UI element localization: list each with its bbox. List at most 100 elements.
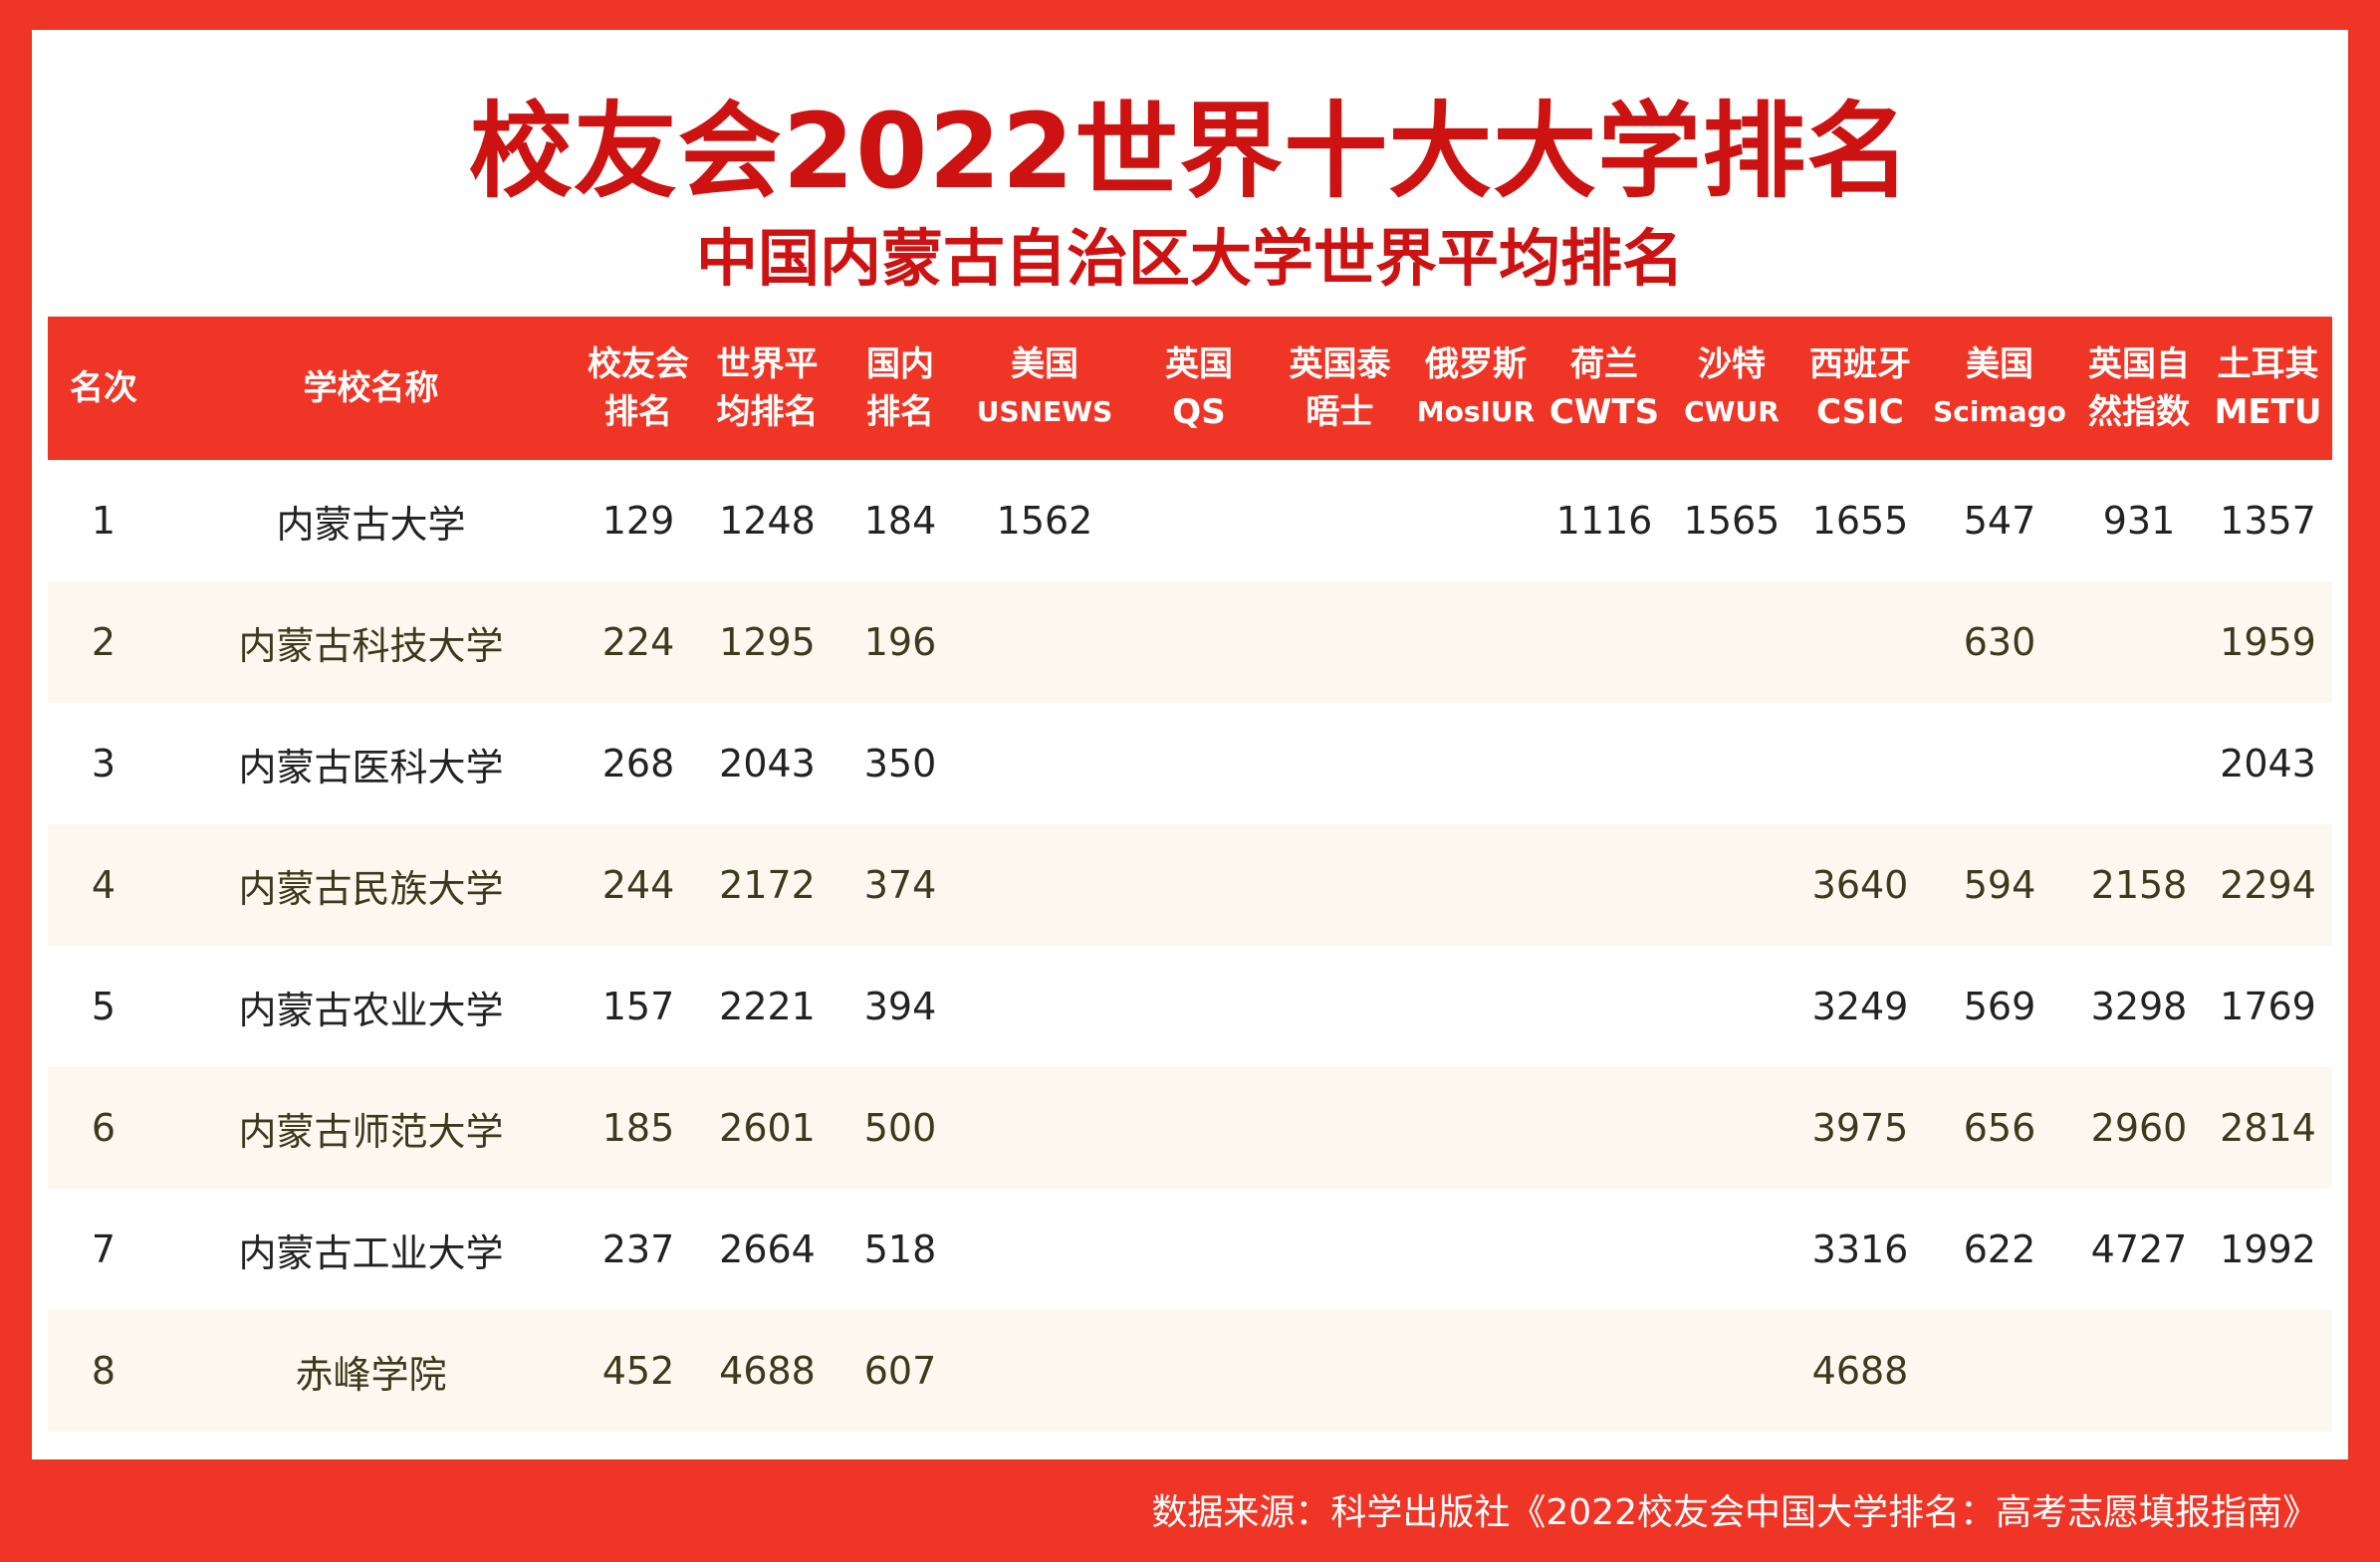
cell-school: 内蒙古师范大学 <box>238 1109 504 1154</box>
cell-world-avg: 2664 <box>719 1227 816 1271</box>
col-header-nature-index: 英国自 然指数 <box>2074 317 2204 460</box>
cell-nature-index: 2960 <box>2090 1106 2188 1150</box>
col-header-scimago: 美国 Scimago <box>1925 317 2074 460</box>
col-header-the: 英国泰 晤士 <box>1269 317 1411 460</box>
col-header-cwur: 沙特 CWUR <box>1668 317 1795 460</box>
col-header-line2: CWTS <box>1548 392 1660 432</box>
table-row: 8 赤峰学院 452 4688 607 4688 <box>48 1310 2332 1432</box>
col-header-school: 学校名称 <box>159 317 583 460</box>
cell-csic: 1655 <box>1811 499 1909 543</box>
cell-metu: 1992 <box>2220 1227 2316 1271</box>
cell-domestic: 374 <box>863 863 937 907</box>
cell-nature-index: 2158 <box>2090 863 2188 907</box>
cell-world-avg: 4688 <box>719 1349 816 1393</box>
col-header-line1: 沙特 <box>1698 344 1766 384</box>
cell-csic: 3640 <box>1811 863 1909 907</box>
cell-nature-index: 4727 <box>2090 1227 2188 1271</box>
col-header-usnews: 美国 USNEWS <box>960 317 1129 460</box>
cell-rank: 6 <box>91 1106 117 1150</box>
col-header-line2: QS <box>1172 392 1226 432</box>
cell-school: 内蒙古医科大学 <box>238 745 504 789</box>
cell-csic: 3975 <box>1811 1106 1909 1150</box>
cell-school: 内蒙古民族大学 <box>238 866 504 911</box>
cell-world-avg: 1295 <box>719 620 816 664</box>
col-header-line2: METU <box>2214 392 2322 432</box>
cell-domestic: 394 <box>863 985 937 1028</box>
cell-domestic: 607 <box>863 1349 937 1393</box>
col-header-line2: 排名 <box>604 392 672 432</box>
cell-csic: 3249 <box>1811 985 1909 1028</box>
col-header-line1: 世界平 <box>716 344 819 384</box>
page-panel: 校友会2022世界十大大学排名 中国内蒙古自治区大学世界平均排名 <box>32 30 2348 1459</box>
cell-domestic: 500 <box>863 1106 937 1150</box>
col-header-line2: CWUR <box>1684 395 1780 428</box>
cell-scimago: 594 <box>1963 863 2036 907</box>
col-header-line2: 然指数 <box>2088 392 2190 432</box>
col-header-line2: 晤士 <box>1306 392 1374 432</box>
cell-cwur: 1565 <box>1683 499 1781 543</box>
cell-alumni: 185 <box>601 1106 675 1150</box>
cell-rank: 8 <box>91 1349 117 1393</box>
cell-alumni: 452 <box>601 1349 675 1393</box>
table-row: 3 内蒙古医科大学 268 2043 350 2043 <box>48 703 2332 824</box>
col-header-line1: 英国泰 <box>1289 344 1391 384</box>
cell-metu: 2814 <box>2220 1106 2316 1150</box>
cell-csic: 3316 <box>1811 1227 1909 1271</box>
page-subtitle: 中国内蒙古自治区大学世界平均排名 <box>695 222 1684 295</box>
cell-scimago: 622 <box>1963 1227 2036 1271</box>
cell-domestic: 350 <box>863 742 937 785</box>
col-header-metu: 土耳其 METU <box>2204 317 2332 460</box>
page-title: 校友会2022世界十大大学排名 <box>468 91 1912 212</box>
cell-alumni: 244 <box>601 863 675 907</box>
col-header-domestic: 国内 排名 <box>840 317 960 460</box>
col-header-line2: 排名 <box>866 392 934 432</box>
col-header-alumni: 校友会 排名 <box>583 317 694 460</box>
col-header-line1: 美国 <box>1966 344 2033 384</box>
cell-metu: 1959 <box>2220 620 2316 664</box>
col-header-label: 名次 <box>70 368 137 408</box>
cell-rank: 1 <box>91 499 117 543</box>
cell-rank: 4 <box>91 863 117 907</box>
source-note: 数据来源：科学出版社《2022校友会中国大学排名：高考志愿填报指南》 <box>1151 1492 2318 1533</box>
col-header-csic: 西班牙 CSIC <box>1795 317 1925 460</box>
col-header-line2: 均排名 <box>716 392 819 432</box>
col-header-line1: 土耳其 <box>2217 344 2319 384</box>
cell-scimago: 547 <box>1963 499 2036 543</box>
col-header-line1: 英国自 <box>2088 344 2190 384</box>
cell-scimago: 569 <box>1963 985 2036 1028</box>
cell-scimago: 656 <box>1963 1106 2036 1150</box>
cell-world-avg: 2043 <box>719 742 816 785</box>
cell-domestic: 184 <box>863 499 937 543</box>
cell-usnews: 1562 <box>996 499 1093 543</box>
col-header-line1: 校友会 <box>588 344 689 384</box>
col-header-line2: USNEWS <box>976 395 1113 428</box>
cell-rank: 2 <box>91 620 117 664</box>
table-row: 5 内蒙古农业大学 157 2221 394 3249 569 3298 1769 <box>48 946 2332 1067</box>
col-header-world-avg: 世界平 均排名 <box>694 317 840 460</box>
cell-metu: 2043 <box>2220 742 2316 785</box>
table-body: 1 内蒙古大学 129 1248 184 1562 1116 1565 1655 547 931 13… <box>48 460 2332 1432</box>
cell-school: 内蒙古工业大学 <box>238 1230 504 1275</box>
cell-alumni: 129 <box>601 499 675 543</box>
cell-school: 内蒙古大学 <box>276 502 466 547</box>
table-header: 名次 学校名称 校友会 排名 世界平 均排名 国内 排名 美国 USNEWS 英国 QS 英国泰 晤士 俄罗… <box>48 317 2332 460</box>
col-header-line2: MosIUR <box>1416 395 1536 428</box>
cell-rank: 7 <box>91 1227 117 1271</box>
cell-csic: 4688 <box>1811 1349 1909 1393</box>
ranking-table: 名次 学校名称 校友会 排名 世界平 均排名 国内 排名 美国 USNEWS 英国 QS 英国泰 晤士 俄罗… <box>48 317 2332 1459</box>
col-header-line1: 俄罗斯 <box>1425 344 1527 384</box>
col-header-line1: 英国 <box>1165 344 1233 384</box>
col-header-label: 学校名称 <box>303 368 439 408</box>
col-header-qs: 英国 QS <box>1129 317 1269 460</box>
cell-domestic: 196 <box>863 620 937 664</box>
cell-world-avg: 1248 <box>719 499 816 543</box>
cell-world-avg: 2601 <box>719 1106 816 1150</box>
cell-world-avg: 2221 <box>719 985 816 1028</box>
table-row: 1 内蒙古大学 129 1248 184 1562 1116 1565 1655 547 931 13… <box>48 460 2332 581</box>
col-header-line2: Scimago <box>1933 395 2066 428</box>
cell-nature-index: 931 <box>2102 499 2176 543</box>
col-header-line1: 西班牙 <box>1809 344 1911 384</box>
col-header-line1: 美国 <box>1011 344 1078 384</box>
cell-school: 赤峰学院 <box>295 1352 447 1397</box>
table-row: 6 内蒙古师范大学 185 2601 500 3975 656 2960 2814 <box>48 1067 2332 1189</box>
